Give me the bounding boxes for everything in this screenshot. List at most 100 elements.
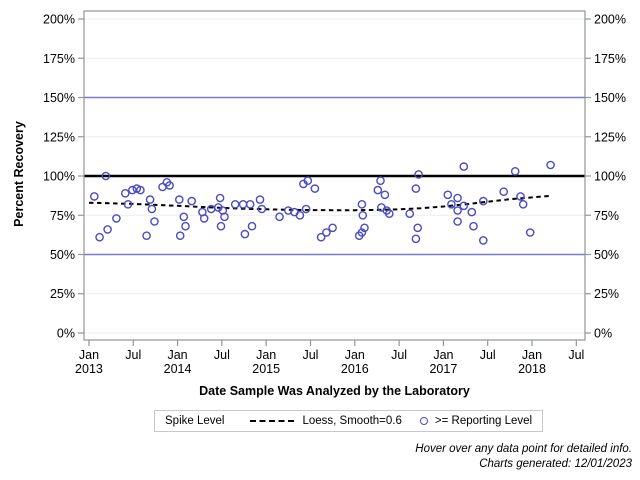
x-tick-label-month: Jul (302, 348, 318, 362)
data-point[interactable] (103, 225, 112, 234)
data-point[interactable] (275, 212, 284, 222)
data-point[interactable] (413, 223, 423, 233)
data-point[interactable] (453, 217, 462, 226)
data-point[interactable] (358, 210, 368, 220)
loess-curve (88, 194, 550, 212)
y-tick-label-left: 0% (57, 326, 75, 340)
data-point[interactable] (525, 228, 535, 237)
y-tick-label-right: 75% (594, 209, 619, 223)
data-point[interactable] (478, 236, 488, 245)
data-point[interactable] (376, 176, 385, 185)
data-point[interactable] (357, 199, 367, 209)
data-point[interactable] (414, 170, 423, 179)
data-point[interactable] (310, 184, 320, 193)
data-point[interactable] (255, 195, 265, 204)
data-point[interactable] (518, 199, 528, 209)
data-point[interactable] (467, 207, 477, 217)
data-point[interactable] (373, 185, 383, 195)
y-tick-label-left: 125% (43, 130, 75, 144)
footer-generated-date: Charts generated: 12/01/2023 (479, 458, 632, 470)
data-point[interactable] (405, 209, 415, 218)
x-tick-label-month: Jul (480, 348, 496, 362)
data-point[interactable] (147, 204, 157, 214)
data-point[interactable] (174, 195, 184, 204)
y-axis-title: Percent Recovery (12, 121, 26, 227)
data-point[interactable] (128, 185, 137, 195)
y-tick-label-right: 125% (594, 130, 626, 144)
data-point[interactable] (478, 196, 488, 206)
data-point[interactable] (411, 184, 421, 193)
data-point[interactable] (295, 210, 305, 220)
data-point[interactable] (301, 204, 311, 214)
x-tick-label-year: 2017 (429, 362, 457, 376)
data-point[interactable] (187, 196, 196, 206)
data-point[interactable] (230, 199, 240, 209)
data-point[interactable] (181, 221, 190, 231)
data-point[interactable] (101, 171, 111, 181)
data-point[interactable] (220, 212, 229, 222)
data-point[interactable] (112, 214, 121, 223)
y-tick-label-left: 50% (50, 248, 75, 262)
x-tick-label-year: 2016 (341, 362, 369, 376)
footer-hover-hint: Hover over any data point for detailed i… (415, 443, 632, 455)
data-point[interactable] (328, 223, 337, 233)
data-point[interactable] (123, 199, 133, 209)
y-tick-label-left: 200% (43, 13, 75, 27)
legend-title: Spike Level (165, 415, 225, 427)
x-tick-label-month: Jan (433, 348, 453, 362)
data-point[interactable] (90, 192, 99, 201)
data-point[interactable] (360, 223, 369, 233)
data-point[interactable] (380, 190, 390, 200)
data-point[interactable] (384, 209, 394, 218)
data-point[interactable] (150, 217, 159, 226)
data-point[interactable] (453, 206, 462, 215)
data-point[interactable] (199, 214, 209, 223)
data-point[interactable] (245, 199, 255, 209)
data-point[interactable] (145, 195, 155, 204)
data-point[interactable] (510, 166, 520, 176)
data-point[interactable] (247, 221, 257, 231)
y-tick-label-right: 200% (594, 13, 626, 27)
y-tick-label-left: 75% (50, 209, 75, 223)
data-point[interactable] (303, 176, 313, 185)
x-tick-label-month: Jul (214, 348, 230, 362)
legend-item-reporting-level: >= Reporting Level (419, 415, 532, 427)
data-point[interactable] (179, 212, 189, 222)
data-point[interactable] (257, 204, 267, 214)
x-tick-label-year: 2015 (252, 362, 280, 376)
y-tick-label-right: 50% (594, 248, 619, 262)
data-point[interactable] (175, 231, 185, 240)
y-tick-label-right: 150% (594, 91, 626, 105)
data-point[interactable] (165, 181, 174, 190)
data-point[interactable] (142, 231, 151, 240)
data-point[interactable] (459, 162, 469, 171)
y-tick-label-left: 100% (43, 170, 75, 184)
data-point[interactable] (95, 232, 104, 242)
data-point[interactable] (516, 192, 525, 201)
data-point[interactable] (411, 234, 421, 244)
data-point[interactable] (443, 190, 453, 200)
x-tick-label-year: 2018 (518, 362, 546, 376)
data-point[interactable] (322, 228, 331, 237)
data-point[interactable] (316, 232, 326, 242)
data-point[interactable] (499, 187, 509, 196)
data-point[interactable] (121, 188, 130, 198)
data-point[interactable] (136, 185, 145, 195)
x-tick-label-year: 2014 (164, 362, 192, 376)
data-point[interactable] (240, 229, 250, 239)
y-tick-label-right: 0% (594, 326, 612, 340)
data-point[interactable] (546, 160, 555, 170)
data-point[interactable] (453, 193, 462, 203)
data-point[interactable] (357, 228, 367, 237)
data-point[interactable] (158, 182, 167, 192)
open-circle-icon (419, 417, 428, 425)
data-point[interactable] (216, 221, 226, 231)
x-axis-title: Date Sample Was Analyzed by the Laborato… (199, 384, 470, 398)
x-tick-label-month: Jan (167, 348, 187, 362)
data-point[interactable] (469, 221, 478, 231)
data-point[interactable] (447, 199, 456, 209)
data-point[interactable] (215, 193, 225, 203)
data-point[interactable] (459, 201, 469, 211)
data-point[interactable] (238, 199, 248, 209)
